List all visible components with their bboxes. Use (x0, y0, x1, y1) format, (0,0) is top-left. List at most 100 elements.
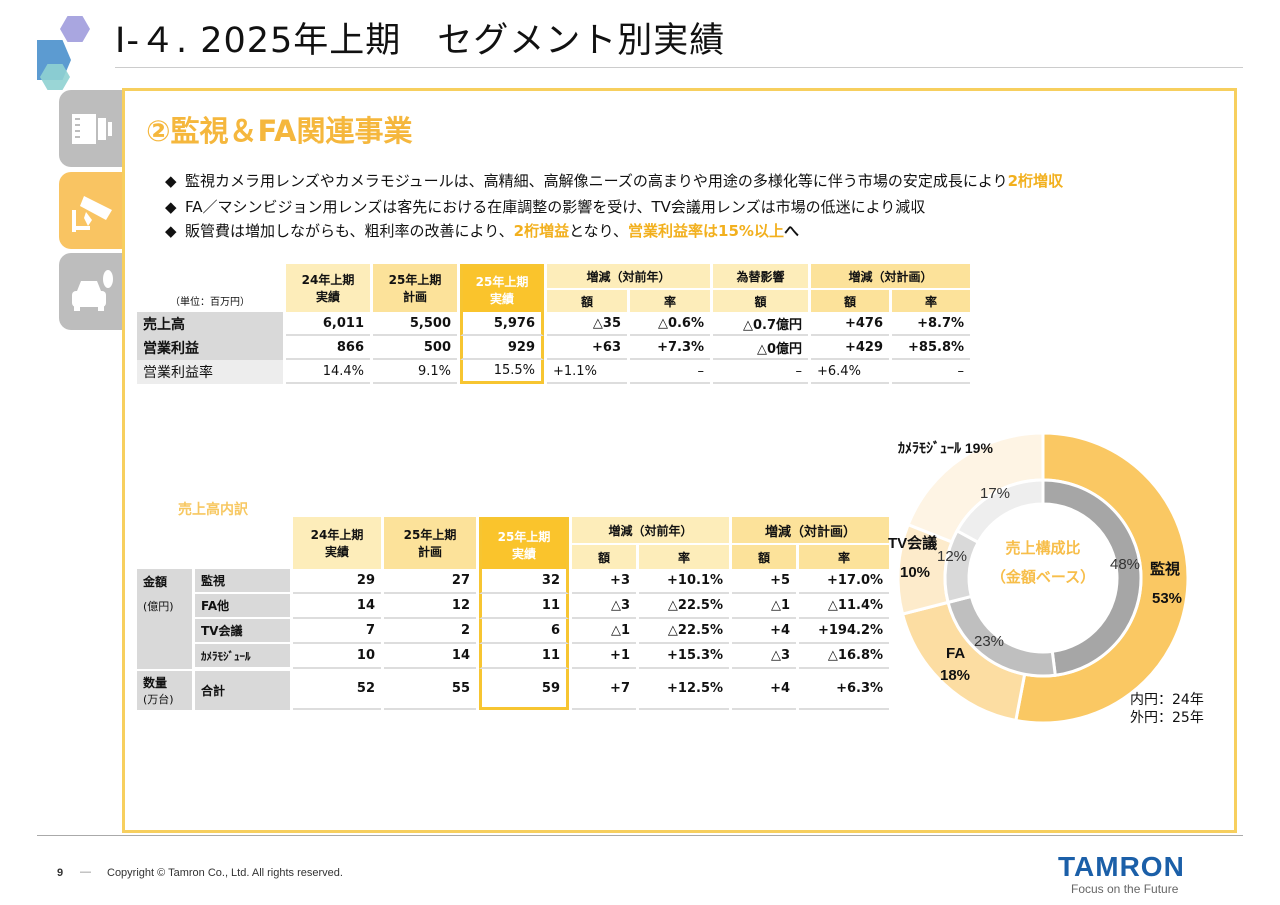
cell: +4 (732, 669, 797, 710)
col-header-25-actual: 25年上期 実績 (479, 517, 569, 569)
section-title: ②監視＆FA関連事業 (146, 114, 413, 148)
legend-inner: 内円：24年 (1130, 692, 1204, 708)
segment-name-text: ｶﾒﾗﾓｼﾞｭｰﾙ (898, 440, 961, 456)
lens-icon (72, 113, 112, 144)
row-label: 営業利益率 (137, 360, 283, 384)
cell: 10 (293, 644, 381, 669)
cell: △35 (547, 312, 627, 336)
cell: △22.5% (639, 619, 730, 644)
cell: △1 (572, 619, 636, 644)
sidebar-tab-lens[interactable] (59, 90, 123, 167)
cell: 6,011 (286, 312, 370, 336)
unit-label: （単位：百万円） (170, 297, 250, 308)
cell: 29 (293, 569, 381, 594)
outer-pct: 18% (940, 667, 971, 684)
col-header-yoy: 増減（対前年） (547, 264, 711, 288)
cell: 27 (384, 569, 476, 594)
cell: +6.4% (811, 360, 890, 384)
sales-breakdown-table: 24年上期 実績 25年上期 計画 25年上期 実績 増減（対前年） 増減（対計… (134, 517, 892, 710)
cell: +15.3% (639, 644, 730, 669)
results-table: （単位：百万円） 24年上期 実績 25年上期 計画 25年上期 実績 増減（対… (134, 264, 973, 384)
bullet-highlight: 2桁増収 (1007, 172, 1064, 190)
decorative-hexagon (40, 64, 70, 90)
bullet-item: ◆ 販管費は増加しながらも、粗利率の改善により、2桁増益となり、営業利益率は15%… (165, 220, 799, 241)
footer-divider (37, 835, 1243, 836)
footer-dash: — (80, 866, 91, 878)
cell: +1 (572, 644, 636, 669)
col-header-amount: 額 (572, 543, 636, 569)
cell: 32 (479, 569, 569, 594)
table-row: 金額 (億円) 監視 29 27 32 +3 +10.1% +5 +17.0% (137, 569, 890, 669)
group-unit: (億円) (143, 600, 174, 613)
row-label: ｶﾒﾗﾓｼﾞｭｰﾙ (195, 644, 290, 669)
cell: 5,500 (373, 312, 457, 336)
legend-outer: 外円：25年 (1130, 710, 1204, 726)
cell: +476 (811, 312, 890, 336)
cell: 929 (460, 336, 544, 360)
bullet-text: FA／マシンビジョン用レンズは客先における在庫調整の影響を受け、TV会議用レンズ… (185, 198, 926, 216)
cell: +12.5% (639, 669, 730, 710)
col-header-vs-plan: 増減（対計画） (811, 264, 971, 288)
copyright: Copyright © Tamron Co., Ltd. All rights … (107, 867, 343, 879)
cell: 12 (384, 594, 476, 619)
cell: +7 (572, 669, 636, 710)
table-row: 数量 (万台) 合計 52 55 59 +7 +12.5% +4 +6.3% (137, 669, 890, 710)
outer-pct: 53% (1152, 590, 1183, 607)
outer-pct: 10% (900, 564, 931, 581)
cell: 5,976 (460, 312, 544, 336)
row-label: TV会議 (195, 619, 290, 644)
sidebar-tab-automotive[interactable] (59, 253, 123, 330)
sidebar-tab-surveillance[interactable] (59, 172, 123, 249)
cell: – (713, 360, 809, 384)
col-header-amount: 額 (713, 288, 809, 312)
table-row: TV会議 7 2 6 △1 △22.5% +4 +194.2% (137, 619, 890, 644)
table-row: FA他 14 12 11 △3 △22.5% △1 △11.4% (137, 594, 890, 619)
cell: △16.8% (799, 644, 890, 669)
table-row: 営業利益 866 500 929 +63 +7.3% △0億円 +429 +85… (137, 336, 971, 360)
cell: 11 (479, 644, 569, 669)
row-label: 営業利益 (137, 336, 283, 360)
tagline: Focus on the Future (1071, 882, 1179, 896)
row-label: 売上高 (137, 312, 283, 336)
col-header-25-actual: 25年上期 実績 (460, 264, 544, 312)
bullet-highlight: 2桁増益 (513, 222, 570, 240)
table-row: 売上高 6,011 5,500 5,976 △35 △0.6% △0.7億円 +… (137, 312, 971, 336)
cell: 14.4% (286, 360, 370, 384)
cell: +10.1% (639, 569, 730, 594)
cell: 11 (479, 594, 569, 619)
bullet-item: ◆ FA／マシンビジョン用レンズは客先における在庫調整の影響を受け、TV会議用レン… (165, 196, 925, 217)
cell: +5 (732, 569, 797, 594)
surveillance-camera-icon (72, 195, 112, 232)
col-header-rate: 率 (892, 288, 971, 312)
cell: △3 (572, 594, 636, 619)
row-label: FA他 (195, 594, 290, 619)
cell: – (892, 360, 971, 384)
content-frame (122, 88, 1237, 833)
cell: 6 (479, 619, 569, 644)
col-header-vs-plan: 増減（対計画） (732, 517, 890, 543)
table-row: ｶﾒﾗﾓｼﾞｭｰﾙ 10 14 11 +1 +15.3% △3 △16.8% (137, 644, 890, 669)
cell: △11.4% (799, 594, 890, 619)
col-header-yoy: 増減（対前年） (572, 517, 730, 543)
cell: +17.0% (799, 569, 890, 594)
bullet-item: ◆ 監視カメラ用レンズやカメラモジュールは、高精細、高解像ニーズの高まりや用途の多… (165, 170, 1063, 191)
col-header-rate: 率 (630, 288, 711, 312)
cell: 866 (286, 336, 370, 360)
cell: 59 (479, 669, 569, 710)
cell: △0億円 (713, 336, 809, 360)
cell: +3 (572, 569, 636, 594)
col-header-24-actual: 24年上期 実績 (293, 517, 381, 569)
title-divider (115, 67, 1243, 68)
col-header-25-plan: 25年上期 計画 (373, 264, 457, 312)
inner-pct: 48% (1110, 556, 1141, 573)
decorative-hexagon (60, 16, 90, 42)
group-label: 数量 (143, 676, 168, 690)
cell: △1 (732, 594, 797, 619)
segment-name: ｶﾒﾗﾓｼﾞｭｰﾙ 19% (898, 438, 993, 458)
cell: +194.2% (799, 619, 890, 644)
cell: +6.3% (799, 669, 890, 710)
segment-name: 監視 (1150, 561, 1181, 578)
page-number: 9 (57, 867, 64, 879)
bullet-text: 販管費は増加しながらも、粗利率の改善により、 (185, 222, 514, 240)
cell: △0.6% (630, 312, 711, 336)
